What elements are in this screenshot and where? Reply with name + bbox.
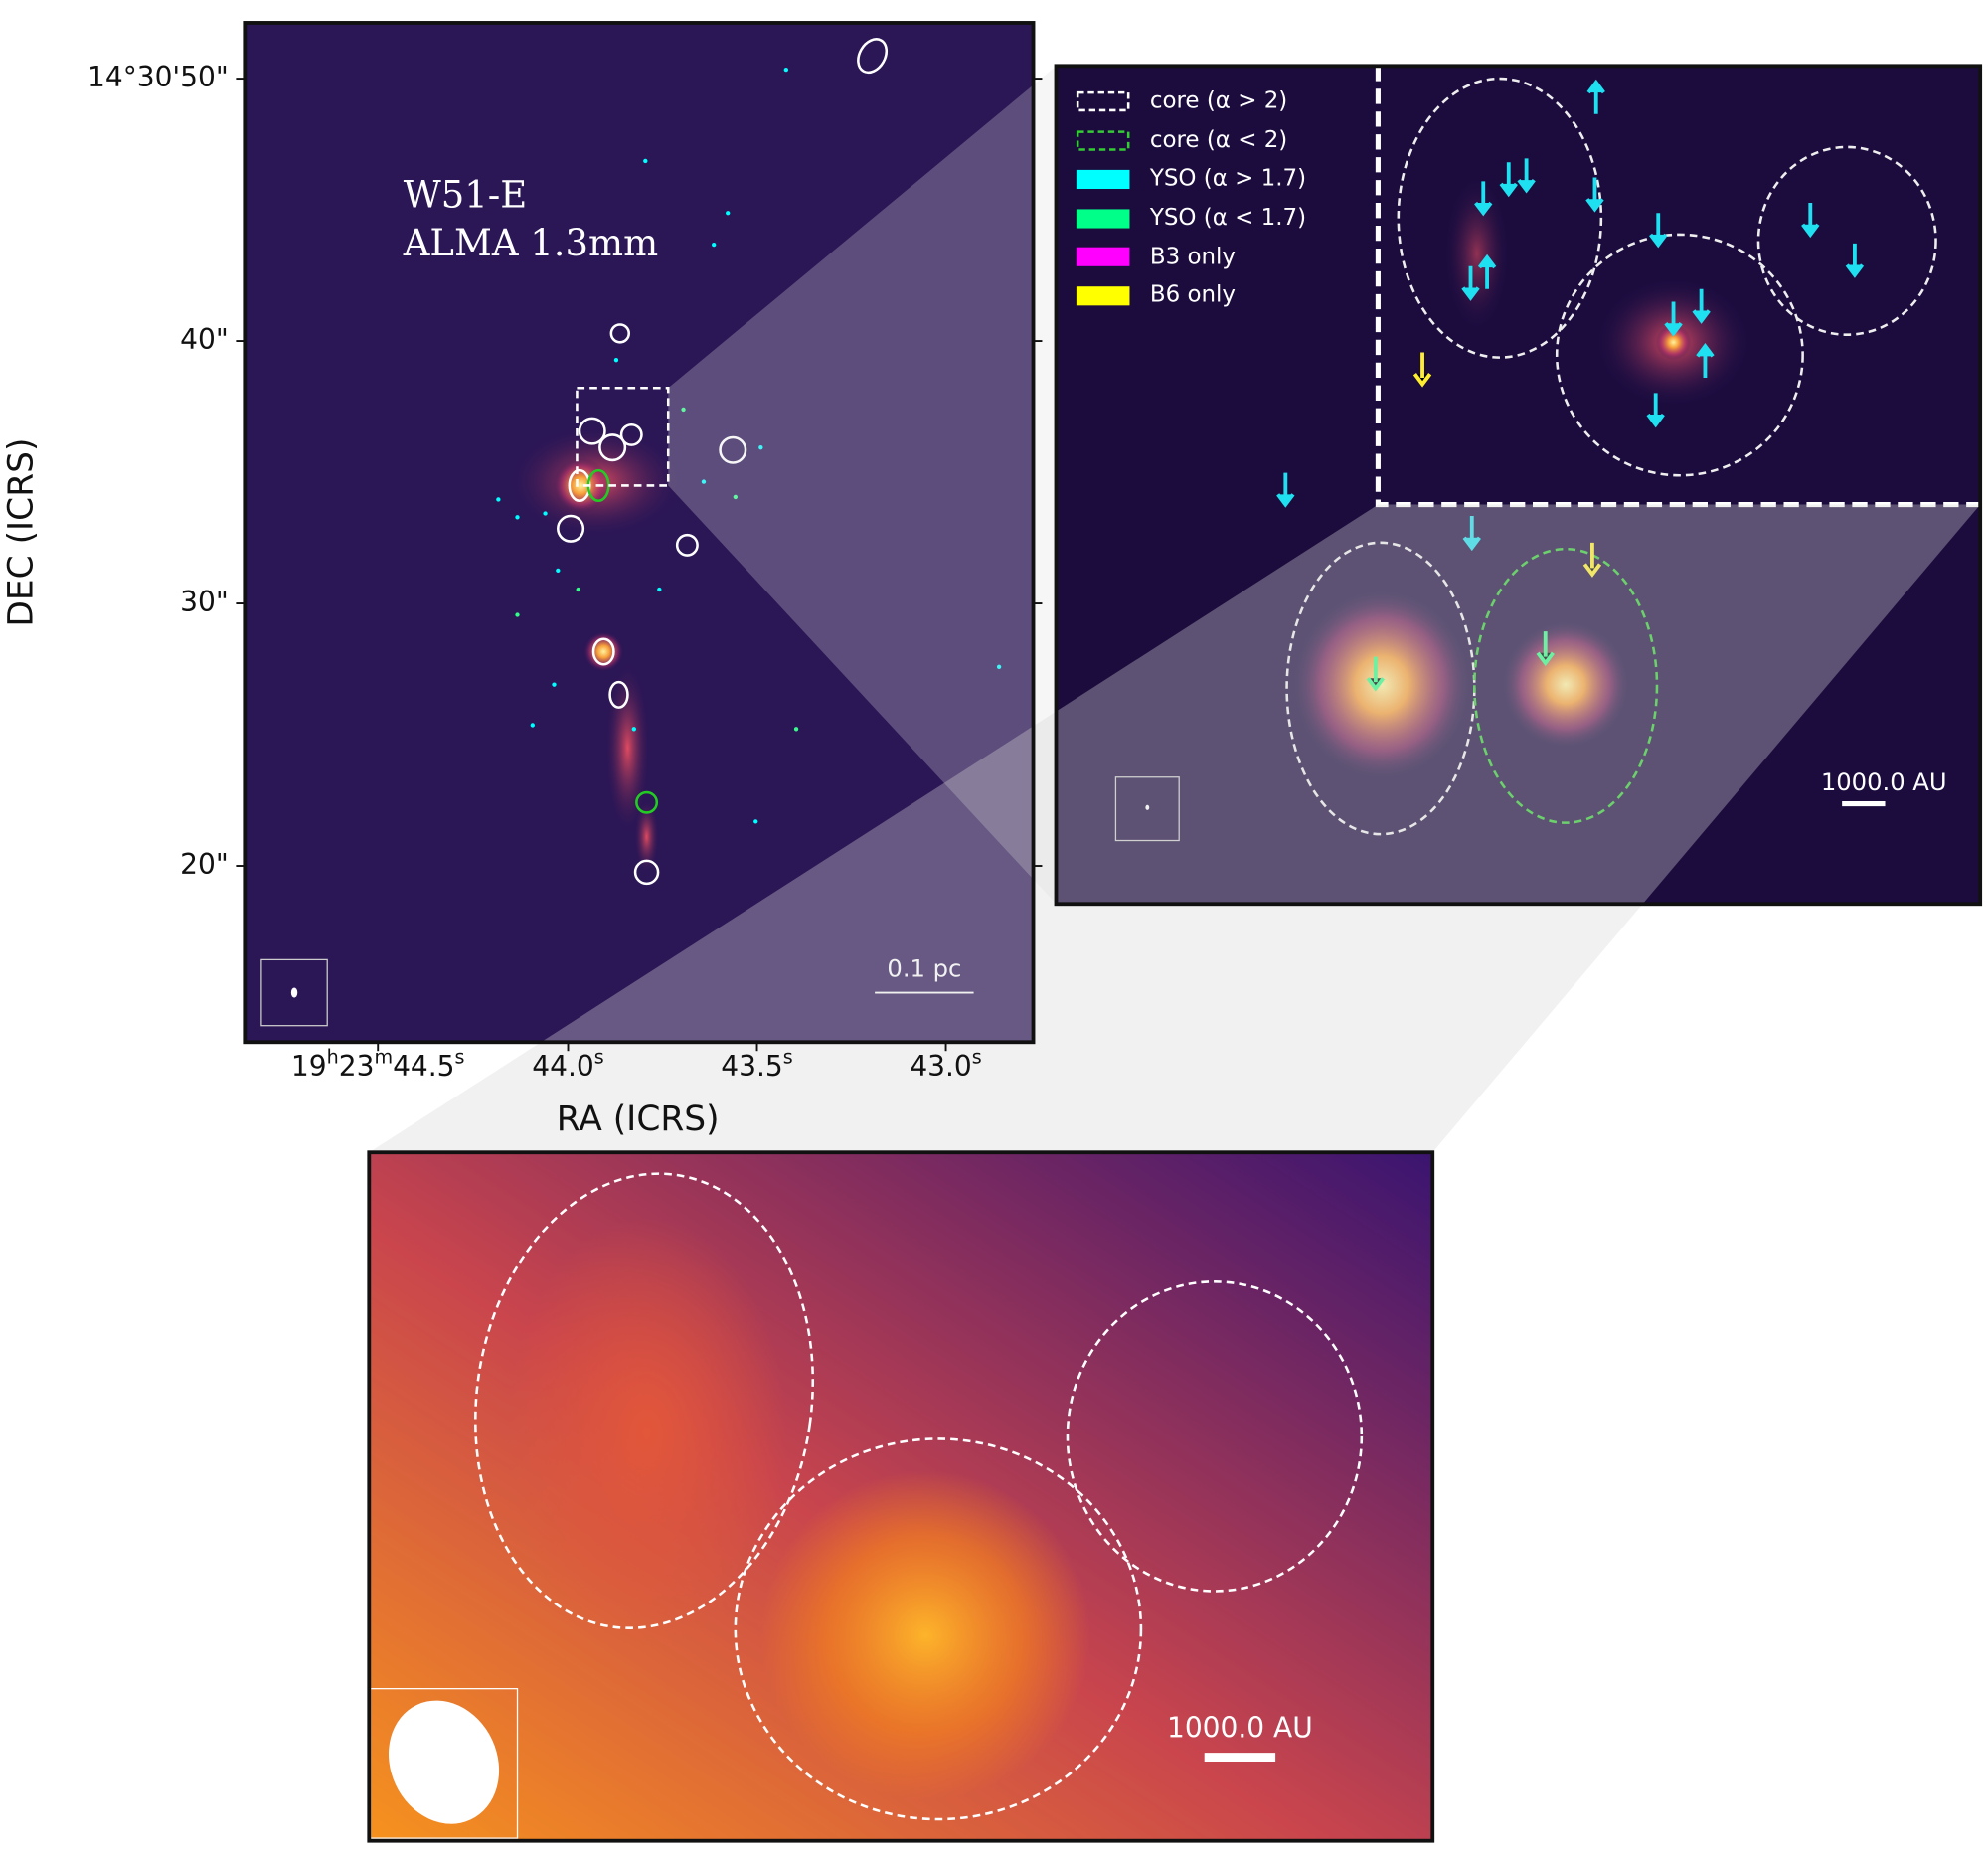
legend: core (α > 2) core (α < 2) YSO (α > 1.7) … — [1076, 88, 1306, 308]
panel-title: ALMA 1.3mm — [403, 222, 658, 264]
x-tick-label-part: h — [327, 1045, 339, 1068]
scalebar-label: 1000.0 AU — [1821, 768, 1947, 796]
x-tick-label-part: 19 — [291, 1050, 327, 1083]
legend-label: YSO (α < 1.7) — [1149, 205, 1306, 231]
detail-wedge — [369, 504, 1981, 1153]
glow — [1655, 324, 1692, 361]
y-tick-label: 30" — [180, 586, 229, 618]
ticks: 14°30'50"40"30"20"19h23m44.5s 44.0s 43.5s 4… — [87, 61, 1043, 1083]
beam-box — [1114, 776, 1180, 842]
yso-dots-green — [515, 407, 799, 732]
y-tick-label: 40" — [180, 323, 229, 356]
cores — [474, 1172, 1364, 1821]
x-tick-label-part: s — [783, 1045, 793, 1068]
detail-panel: 1000.0 AU — [367, 1150, 1435, 1843]
x-tick-label-part: 43.5 — [721, 1050, 782, 1083]
x-tick-label: 43.5s — [721, 1045, 792, 1083]
beam — [389, 1700, 500, 1824]
y-tick-label: 14°30'50" — [87, 61, 229, 93]
legend-label: YSO (α > 1.7) — [1149, 165, 1306, 191]
legend-patch — [1076, 130, 1130, 151]
beam-box — [260, 958, 328, 1027]
x-tick-label-part: s — [972, 1045, 982, 1068]
image-bg — [245, 22, 1034, 1043]
frame — [367, 1150, 1435, 1843]
legend-label: core (α > 2) — [1150, 88, 1287, 114]
frame — [1054, 64, 1983, 907]
glow — [1292, 590, 1471, 780]
legend-label: B3 only — [1150, 244, 1236, 269]
glow — [604, 659, 651, 837]
x-tick-label-part: s — [594, 1045, 604, 1068]
glow — [633, 798, 660, 875]
beam — [1145, 804, 1150, 810]
beam — [290, 987, 298, 998]
arrows-b6 — [1412, 352, 1602, 578]
frame — [243, 21, 1036, 1045]
arrows — [1276, 79, 1865, 552]
y-axis-label: DEC (ICRS) — [2, 438, 42, 627]
x-tick-label-part: 44.0 — [532, 1050, 593, 1083]
x-tick-label-part: m — [374, 1045, 393, 1068]
sources — [557, 38, 889, 886]
x-tick-label-part: 44.5 — [393, 1050, 454, 1083]
y-tick-label: 20" — [180, 848, 229, 881]
legend-label: core (α < 2) — [1150, 127, 1287, 153]
legend-patch — [1076, 247, 1130, 266]
detail-box — [1375, 66, 1981, 508]
arrows-yso-green — [1366, 631, 1555, 692]
x-axis-label: RA (ICRS) — [557, 1099, 720, 1139]
image-bg — [1056, 66, 1981, 905]
scalebar-label: 1000.0 AU — [1167, 1711, 1313, 1744]
glow — [507, 1217, 786, 1648]
x-tick-label: 43.0s — [910, 1045, 981, 1083]
legend-patch — [1076, 286, 1130, 306]
x-tick-label-part: 23 — [339, 1050, 375, 1083]
glow — [1502, 620, 1629, 749]
x-tick-label: 44.0s — [532, 1045, 603, 1083]
legend-patch — [1076, 209, 1130, 229]
legend-patch — [1076, 90, 1130, 112]
zoom-wedge — [668, 66, 1057, 905]
x-tick-label-part: 43.0 — [910, 1050, 971, 1083]
main-panel: W51-E ALMA 1.3mm 0.1 pc — [245, 22, 1034, 1043]
yso-dots — [496, 67, 1002, 824]
core-green — [1473, 547, 1659, 824]
x-tick-label: 19h23m44.5s — [291, 1045, 465, 1083]
x-tick-label-part: s — [455, 1045, 465, 1068]
zoom-panel: core (α > 2) core (α < 2) YSO (α > 1.7) … — [1056, 66, 1981, 905]
scalebar-label: 0.1 pc — [887, 955, 961, 983]
glow — [760, 1470, 1090, 1800]
legend-label: B6 only — [1150, 282, 1236, 308]
legend-patch — [1076, 169, 1130, 190]
panel-title: W51-E — [404, 173, 528, 216]
glow — [1444, 177, 1509, 330]
glow — [582, 631, 624, 672]
